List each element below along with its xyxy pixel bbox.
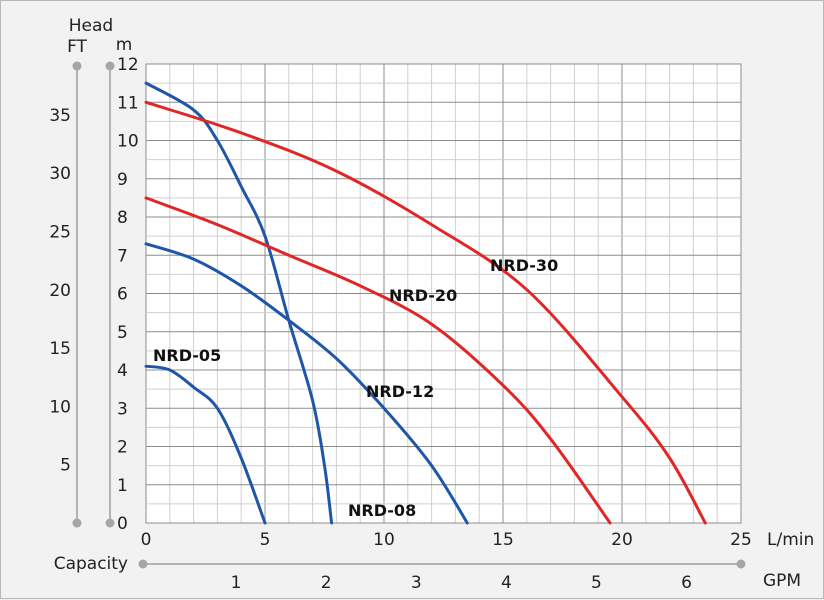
gpm-tick-label: 5 xyxy=(591,573,602,593)
curve-nrd-05 xyxy=(144,364,267,525)
capacity-axis-left-dot xyxy=(138,559,148,569)
m-axis-top-dot xyxy=(105,61,115,71)
curve-nrd-30 xyxy=(144,100,707,525)
label-nrd-30: NRD-30 xyxy=(490,256,558,275)
y-ft-tick-label: 5 xyxy=(60,456,71,476)
y-ft-tick-label: 15 xyxy=(49,339,71,359)
ft-axis-bottom-dot xyxy=(72,518,82,528)
x-tick-labels: 0 5 10 15 20 25 xyxy=(141,530,752,550)
x-unit-lmin: L/min xyxy=(767,530,814,550)
y-ft-tick-label: 10 xyxy=(49,397,71,417)
y-m-tick-label: 8 xyxy=(117,208,128,228)
x-tick-label: 20 xyxy=(611,530,633,550)
label-nrd-12: NRD-12 xyxy=(366,382,434,401)
y-ft-tick-labels: 5 10 15 20 25 30 35 xyxy=(49,106,71,476)
y-axis-title: Head xyxy=(69,16,113,36)
x-tick-label: 5 xyxy=(260,530,271,550)
y-m-tick-label: 10 xyxy=(117,132,139,152)
x-tick-label: 0 xyxy=(141,530,152,550)
y-m-tick-label: 9 xyxy=(117,170,128,190)
y-m-tick-label: 11 xyxy=(117,93,139,113)
gpm-tick-labels: 1 2 3 4 5 6 xyxy=(231,573,692,593)
y-m-tick-label: 7 xyxy=(117,246,128,266)
gpm-tick-label: 4 xyxy=(501,573,512,593)
y-m-tick-label: 0 xyxy=(117,514,128,534)
capacity-axis-right-dot xyxy=(736,559,746,569)
gpm-tick-label: 2 xyxy=(321,573,332,593)
curve-nrd-12 xyxy=(144,242,469,525)
curve-nrd-20 xyxy=(144,196,612,525)
y-m-tick-label: 5 xyxy=(117,323,128,343)
y-right-unit: m xyxy=(116,35,133,55)
ft-axis-top-dot xyxy=(72,61,82,71)
y-m-tick-label: 2 xyxy=(117,438,128,458)
y-m-tick-label: 1 xyxy=(117,476,128,496)
x-unit-gpm: GPM xyxy=(763,571,801,591)
y-ft-tick-label: 30 xyxy=(49,164,71,184)
y-m-tick-label: 4 xyxy=(117,361,128,381)
x-tick-label: 25 xyxy=(730,530,752,550)
m-axis-bottom-dot xyxy=(105,518,115,528)
y-m-tick-label: 6 xyxy=(117,285,128,305)
x-axis-title: Capacity xyxy=(54,554,128,574)
x-tick-label: 10 xyxy=(373,530,395,550)
y-m-tick-label: 12 xyxy=(117,55,139,75)
grid-lines xyxy=(145,63,742,524)
gpm-tick-label: 6 xyxy=(681,573,692,593)
y-ft-tick-label: 25 xyxy=(49,223,71,243)
x-tick-label: 15 xyxy=(492,530,514,550)
gpm-tick-label: 1 xyxy=(231,573,242,593)
y-m-tick-label: 3 xyxy=(117,399,128,419)
label-nrd-05: NRD-05 xyxy=(153,346,221,365)
label-nrd-08: NRD-08 xyxy=(348,501,416,520)
label-nrd-20: NRD-20 xyxy=(389,286,457,305)
pump-curves xyxy=(144,81,707,525)
gpm-tick-label: 3 xyxy=(411,573,422,593)
y-ft-tick-label: 20 xyxy=(49,281,71,301)
y-left-unit: FT xyxy=(67,37,87,57)
y-ft-tick-label: 35 xyxy=(49,106,71,126)
